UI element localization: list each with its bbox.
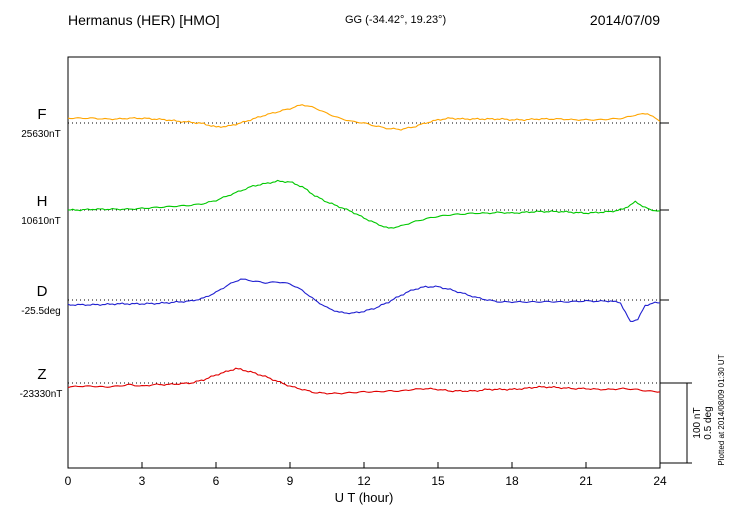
channel-baseline-value-h: 10610nT xyxy=(21,216,60,227)
channel-letter-d: D xyxy=(37,283,48,300)
x-tick-label: 24 xyxy=(653,474,667,488)
date-label: 2014/07/09 xyxy=(590,12,660,28)
trace-h xyxy=(67,179,661,229)
scale-bar-nt-label: 100 nT xyxy=(692,407,703,438)
channel-baseline-value-d: -25.5deg xyxy=(21,306,60,317)
x-tick-label: 9 xyxy=(287,474,294,488)
x-axis-label: U T (hour) xyxy=(335,490,394,505)
x-tick-label: 21 xyxy=(579,474,593,488)
traces xyxy=(67,104,661,395)
scale-bar: 100 nT 0.5 deg xyxy=(660,382,714,464)
channel-letter-z: Z xyxy=(37,366,46,383)
station-title: Hermanus (HER) [HMO] xyxy=(68,12,220,28)
x-tick-label: 15 xyxy=(431,474,445,488)
trace-z xyxy=(67,367,661,395)
x-tick-label: 6 xyxy=(213,474,220,488)
x-tick-label: 18 xyxy=(505,474,519,488)
geo-coords-label: GG (-34.42°, 19.23°) xyxy=(345,14,446,26)
scale-bar-deg-label: 0.5 deg xyxy=(703,406,714,439)
trace-labels: F 25630nT H 10610nT D -25.5deg Z -23330nT xyxy=(20,106,63,400)
x-tick-label: 3 xyxy=(139,474,146,488)
x-tick-label: 0 xyxy=(65,474,72,488)
channel-baseline-value-z: -23330nT xyxy=(20,389,63,400)
baselines xyxy=(68,122,669,384)
trace-f xyxy=(67,104,661,131)
plotted-at-label: Plotted at 2014/08/09 01:30 UT xyxy=(717,354,726,465)
channel-letter-h: H xyxy=(37,193,48,210)
channel-baseline-value-f: 25630nT xyxy=(21,129,60,140)
x-axis-ticks: 0 3 6 9 12 15 18 21 24 xyxy=(65,462,667,488)
channel-letter-f: F xyxy=(37,106,46,123)
trace-d xyxy=(67,278,661,322)
x-tick-label: 12 xyxy=(357,474,371,488)
